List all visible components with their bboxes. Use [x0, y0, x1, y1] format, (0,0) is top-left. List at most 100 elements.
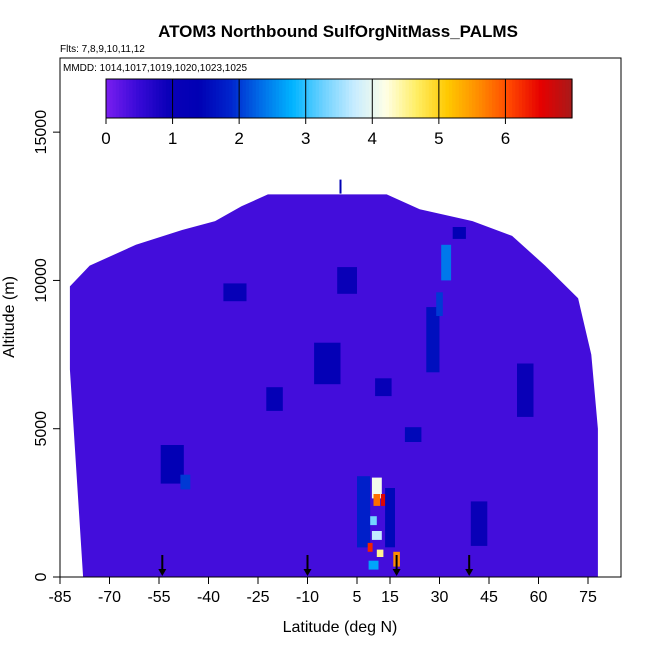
colorbar-swatch: [335, 79, 340, 118]
heat-cell: [426, 307, 440, 373]
colorbar-swatch: [232, 79, 237, 118]
colorbar-swatch: [522, 79, 526, 118]
colorbar-tick-label: 0: [101, 129, 110, 148]
colorbar-swatch: [438, 79, 443, 118]
heat-cell: [404, 427, 422, 442]
colorbar-swatch: [432, 79, 437, 118]
flight-arrow-icon: [465, 555, 474, 576]
colorbar-swatch: [339, 79, 343, 118]
heat-cell: [376, 549, 384, 557]
colorbar-swatch: [282, 79, 287, 118]
colorbar-swatch: [435, 79, 440, 118]
colorbar-swatch: [535, 79, 540, 118]
colorbar-swatch: [395, 79, 400, 118]
colorbar-swatch: [149, 79, 154, 118]
colorbar-swatch: [292, 79, 297, 118]
heat-cell: [385, 488, 395, 548]
colorbar-swatch: [109, 79, 114, 118]
colorbar-swatch: [458, 79, 463, 118]
colorbar-swatch: [189, 79, 194, 118]
heat-cell: [373, 494, 381, 506]
colorbar-swatch: [365, 79, 370, 118]
colorbar-swatch: [175, 79, 180, 118]
colorbar-tick-label: 3: [301, 129, 310, 148]
x-tick-label: 5: [353, 589, 362, 606]
colorbar-swatch: [498, 79, 503, 118]
colorbar-swatch: [312, 79, 317, 118]
colorbar-swatch: [425, 79, 430, 118]
colorbar-swatch: [165, 79, 170, 118]
x-tick-label: -10: [296, 589, 319, 606]
colorbar-swatch: [465, 79, 470, 118]
colorbar-swatch: [272, 79, 277, 118]
colorbar-swatch: [475, 79, 480, 118]
colorbar-swatch: [545, 79, 550, 118]
colorbar-swatch: [172, 79, 177, 118]
heat-cell: [380, 494, 386, 506]
colorbar-swatch: [462, 79, 467, 118]
colorbar-swatch: [259, 79, 264, 118]
colorbar-swatch: [355, 79, 360, 118]
colorbar-swatch: [142, 79, 147, 118]
colorbar-swatch: [125, 79, 130, 118]
flight-arrow-icon: [392, 555, 401, 576]
dates-subtitle: MMDD: 1014,1017,1019,1020,1023,1025: [63, 63, 247, 74]
colorbar-tick-label: 6: [501, 129, 510, 148]
colorbar-swatch: [329, 79, 333, 118]
heat-cell: [266, 387, 283, 411]
colorbar-swatch: [565, 79, 570, 118]
heat-cell: [452, 227, 466, 239]
colorbar-swatch: [455, 79, 460, 118]
x-tick-label: 75: [579, 589, 597, 606]
colorbar-swatch: [555, 79, 560, 118]
flights-subtitle: Flts: 7,8,9,10,11,12: [60, 44, 145, 55]
colorbar-swatch: [145, 79, 150, 118]
colorbar-swatch: [362, 79, 367, 118]
y-tick-label: 5000: [33, 411, 50, 447]
colorbar-swatch: [548, 79, 553, 118]
colorbar-swatch: [372, 79, 377, 118]
colorbar-swatch: [452, 79, 457, 118]
colorbar-swatch: [482, 79, 487, 118]
data-domain: [69, 194, 598, 577]
x-tick-label: -40: [197, 589, 220, 606]
colorbar-swatch: [408, 79, 413, 118]
colorbar-swatch: [478, 79, 483, 118]
colorbar-swatch: [195, 79, 200, 118]
colorbar-swatch: [495, 79, 500, 118]
x-axis-label: Latitude (deg N): [283, 619, 398, 636]
colorbar-swatch: [262, 79, 267, 118]
colorbar-swatch: [515, 79, 520, 118]
colorbar-swatch: [398, 79, 403, 118]
colorbar-swatch: [225, 79, 230, 118]
colorbar-swatch: [239, 79, 244, 118]
colorbar-swatch: [229, 79, 234, 118]
heat-cell: [367, 542, 373, 552]
colorbar-swatch: [159, 79, 164, 118]
x-axis: -85 -70 -55 -40 -25 -10 5 15 30 45 60 75: [48, 577, 597, 606]
colorbar-swatch: [348, 79, 353, 118]
colorbar-swatch: [205, 79, 210, 118]
colorbar-swatch: [332, 79, 337, 118]
colorbar-swatch: [245, 79, 250, 118]
colorbar-tick-label: 4: [368, 129, 377, 148]
colorbar-swatch: [106, 79, 110, 118]
colorbar-swatch: [235, 79, 240, 118]
colorbar-swatch: [132, 79, 137, 118]
x-tick-label: -85: [48, 589, 71, 606]
colorbar-swatch: [532, 79, 536, 118]
colorbar-swatch: [538, 79, 543, 118]
colorbar-swatch: [375, 79, 380, 118]
colorbar-swatch: [418, 79, 423, 118]
heat-cell: [375, 378, 392, 397]
heat-cell: [436, 292, 443, 316]
heat-cell: [314, 342, 341, 385]
x-tick-label: -25: [246, 589, 269, 606]
colorbar-tick-label: 5: [434, 129, 443, 148]
heat-cell: [337, 267, 357, 294]
colorbar-swatch: [302, 79, 307, 118]
colorbar: 0 1 2 3 4 5 6: [101, 78, 573, 148]
colorbar-swatch: [122, 79, 127, 118]
colorbar-swatch: [405, 79, 410, 118]
